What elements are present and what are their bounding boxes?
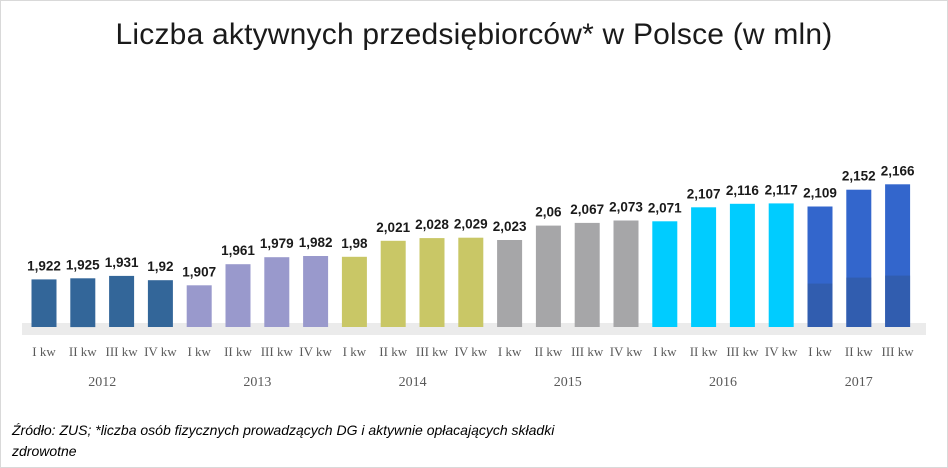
tick-label: I kw	[653, 344, 677, 359]
data-label: 2,116	[726, 183, 760, 198]
tick-label: I kw	[343, 344, 367, 359]
bar-shade	[846, 277, 872, 327]
source-line-2: zdrowotne	[12, 443, 77, 459]
tick-label: II kw	[224, 344, 252, 359]
tick-label: III kw	[416, 344, 449, 359]
data-label: 2,073	[609, 200, 643, 215]
bar	[70, 278, 96, 328]
bar-shade	[885, 275, 911, 327]
bar	[419, 238, 445, 327]
year-label: 2017	[845, 375, 873, 390]
year-label: 2015	[554, 375, 582, 390]
tick-label: III kw	[261, 344, 294, 359]
data-label: 2,021	[376, 220, 410, 235]
data-label: 2,028	[415, 217, 449, 232]
bar	[691, 207, 717, 327]
tick-label: I kw	[808, 344, 832, 359]
data-label: 2,107	[687, 186, 721, 201]
tick-label: IV kw	[765, 344, 798, 359]
bar	[458, 237, 484, 327]
tick-label: IV kw	[610, 344, 643, 359]
data-label: 2,023	[493, 219, 527, 234]
bar	[729, 203, 755, 327]
tick-label: I kw	[187, 344, 211, 359]
data-label: 2,071	[648, 200, 682, 215]
data-label: 2,166	[881, 163, 915, 178]
bar	[380, 240, 406, 327]
bar	[613, 220, 639, 327]
tick-label: II kw	[690, 344, 718, 359]
data-label: 2,067	[570, 202, 604, 217]
data-label: 1,961	[221, 243, 255, 258]
bar	[109, 275, 135, 327]
data-label: 2,06	[535, 205, 562, 220]
bar-shade	[807, 283, 833, 327]
bar	[341, 256, 367, 327]
year-label: 2012	[88, 375, 116, 390]
bar	[497, 240, 523, 327]
data-label: 1,982	[299, 235, 333, 250]
data-label: 1,922	[27, 258, 61, 273]
data-label: 1,925	[66, 257, 100, 272]
data-label: 2,029	[454, 217, 488, 232]
data-label: 1,979	[260, 236, 294, 251]
tick-label: II kw	[535, 344, 563, 359]
tick-label: II kw	[379, 344, 407, 359]
data-label: 1,92	[147, 259, 173, 274]
source-note: Źródło: ZUS; *liczba osób fizycznych pro…	[12, 420, 772, 462]
data-label: 1,907	[182, 264, 216, 279]
tick-label: III kw	[726, 344, 759, 359]
bar	[535, 225, 561, 327]
year-label: 2016	[709, 375, 737, 390]
data-label: 2,152	[842, 169, 876, 184]
bar	[147, 280, 173, 327]
data-label: 2,109	[803, 186, 837, 201]
year-label: 2013	[243, 375, 271, 390]
tick-label: I kw	[32, 344, 56, 359]
tick-label: I kw	[498, 344, 522, 359]
data-label: 2,117	[765, 182, 798, 197]
tick-label: IV kw	[144, 344, 177, 359]
chart-title: Liczba aktywnych przedsiębiorców* w Pols…	[115, 18, 833, 51]
tick-label: II kw	[845, 344, 873, 359]
bar	[264, 257, 290, 327]
tick-label: III kw	[571, 344, 604, 359]
tick-label: II kw	[69, 344, 97, 359]
source-line-1: Źródło: ZUS; *liczba osób fizycznych pro…	[12, 422, 555, 438]
data-label: 1,931	[105, 255, 139, 270]
bar	[652, 221, 678, 327]
data-label: 1,98	[341, 236, 368, 251]
bar	[574, 222, 600, 327]
bar	[303, 256, 329, 327]
year-label: 2014	[399, 375, 427, 390]
bar	[186, 285, 212, 327]
bar	[768, 203, 794, 327]
tick-label: IV kw	[454, 344, 487, 359]
tick-label: IV kw	[299, 344, 332, 359]
bar	[31, 279, 57, 327]
bar	[225, 264, 251, 327]
tick-label: III kw	[882, 344, 915, 359]
tick-label: III kw	[106, 344, 139, 359]
